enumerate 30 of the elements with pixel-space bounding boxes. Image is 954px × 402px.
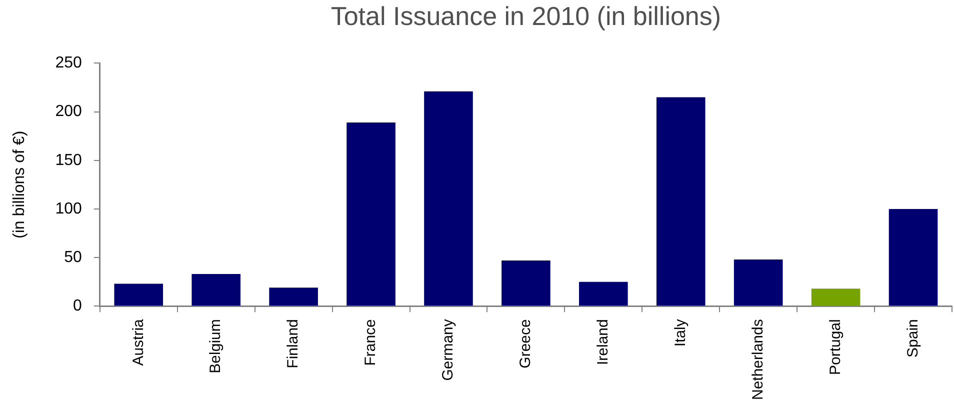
bar bbox=[811, 288, 860, 306]
bar bbox=[579, 282, 628, 306]
y-tick-label: 200 bbox=[55, 103, 82, 120]
bar bbox=[114, 284, 164, 306]
x-tick-label: Portugal bbox=[826, 319, 844, 375]
y-tick-label: 150 bbox=[55, 152, 82, 169]
bar bbox=[656, 97, 706, 306]
chart-title: Total Issuance in 2010 (in billions) bbox=[330, 0, 722, 31]
y-tick-label: 250 bbox=[55, 54, 82, 72]
bar bbox=[346, 122, 396, 306]
x-tick-label: Netherlands bbox=[749, 319, 766, 400]
bar bbox=[269, 288, 318, 306]
bar bbox=[502, 260, 550, 306]
y-axis-title: (in billions of €) bbox=[11, 130, 28, 238]
x-tick-label: Belgium bbox=[207, 319, 224, 374]
x-tick-label: Ireland bbox=[594, 319, 612, 365]
x-tick-label: Austria bbox=[130, 318, 147, 366]
y-tick-label: 100 bbox=[55, 200, 82, 218]
x-tick-label: France bbox=[362, 319, 380, 366]
x-tick-label: Finland bbox=[284, 319, 302, 368]
y-tick-label: 0 bbox=[72, 298, 82, 315]
bar bbox=[192, 274, 240, 306]
x-tick-label: Spain bbox=[904, 319, 922, 358]
bar bbox=[424, 91, 473, 306]
x-tick-label: Germany bbox=[440, 318, 457, 381]
y-tick-label: 50 bbox=[64, 248, 82, 266]
x-tick-label: Italy bbox=[672, 318, 690, 347]
x-tick-label: Greece bbox=[517, 319, 534, 368]
bar bbox=[888, 208, 938, 306]
bar bbox=[734, 259, 783, 306]
